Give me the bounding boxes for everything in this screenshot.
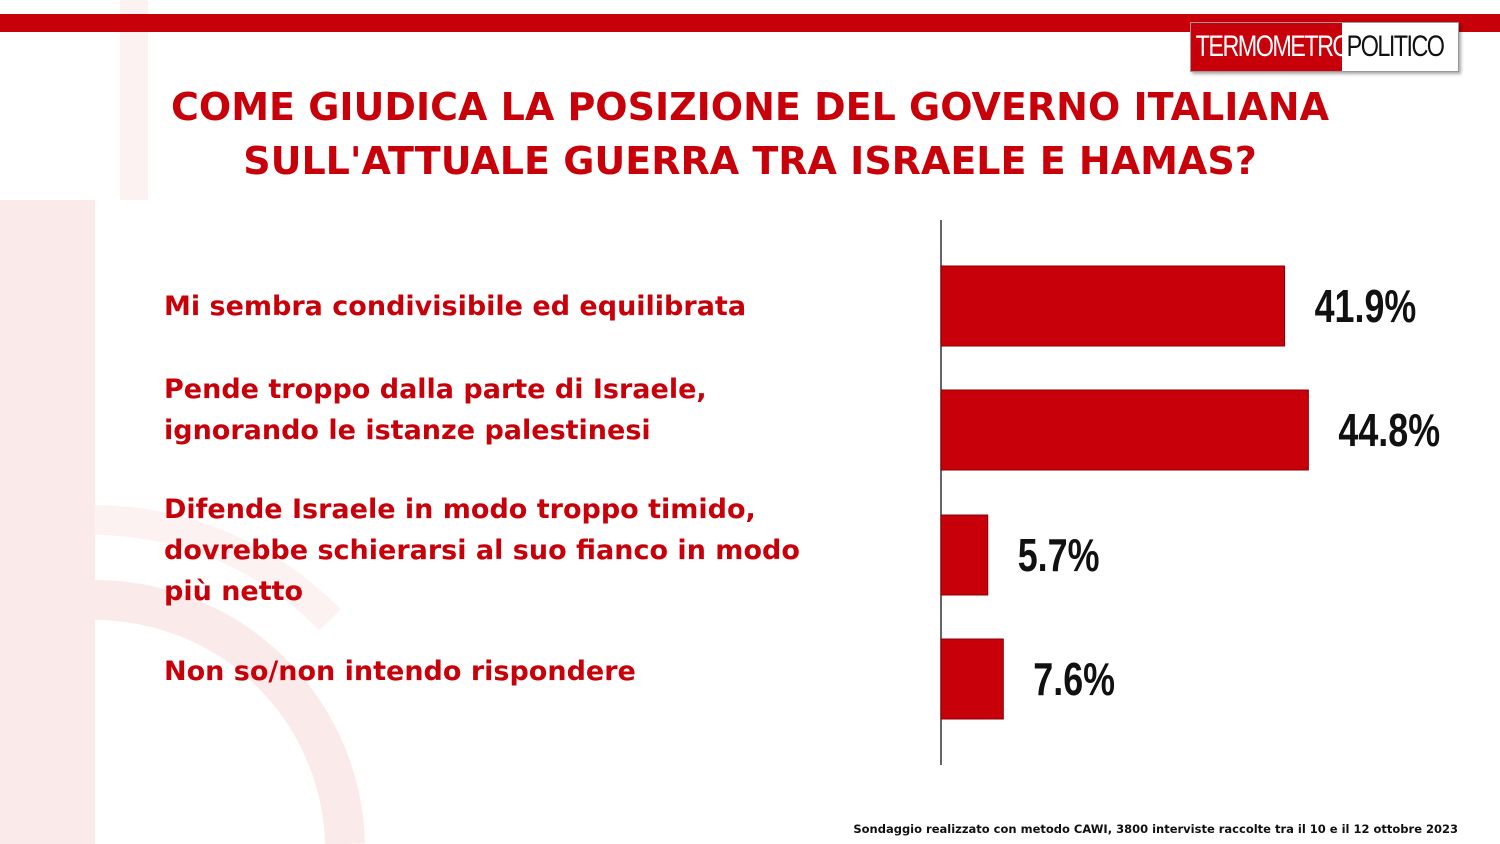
category-label-3-line-3: più netto — [164, 576, 304, 607]
data-label-4: 7.6% — [1033, 654, 1115, 705]
category-label-3-line-2: dovrebbe schierarsi al suo fianco in mod… — [164, 535, 800, 566]
data-label-1: 41.9% — [1315, 281, 1417, 332]
title-line-1: COME GIUDICA LA POSIZIONE DEL GOVERNO IT… — [171, 85, 1329, 129]
survey-footnote: Sondaggio realizzato con metodo CAWI, 38… — [853, 822, 1458, 836]
category-label-2-line-1: Pende troppo dalla parte di Israele, — [164, 374, 707, 405]
bar-3 — [940, 514, 989, 596]
bar-1 — [940, 265, 1286, 347]
bar-4 — [940, 638, 1004, 720]
data-label-3: 5.7% — [1018, 530, 1100, 581]
logo-part-termometro: TERMOMETRO — [1191, 23, 1354, 71]
bar-2 — [940, 389, 1309, 471]
category-label-4-line-1: Non so/non intendo rispondere — [164, 656, 636, 687]
page-title: COME GIUDICA LA POSIZIONE DEL GOVERNO IT… — [40, 80, 1460, 188]
data-label-2: 44.8% — [1338, 405, 1440, 456]
logo-part-politico: POLITICO — [1341, 23, 1448, 71]
title-line-2: SULL'ATTUALE GUERRA TRA ISRAELE E HAMAS? — [243, 139, 1257, 183]
brand-logo: TERMOMETRO POLITICO — [1190, 22, 1459, 72]
category-label-3-line-1: Difende Israele in modo troppo timido, — [164, 494, 756, 525]
top-accent-bar — [0, 14, 1500, 32]
category-label-2-line-2: ignorando le istanze palestinesi — [164, 415, 651, 446]
category-label-1-line-1: Mi sembra condivisibile ed equilibrata — [164, 291, 747, 322]
